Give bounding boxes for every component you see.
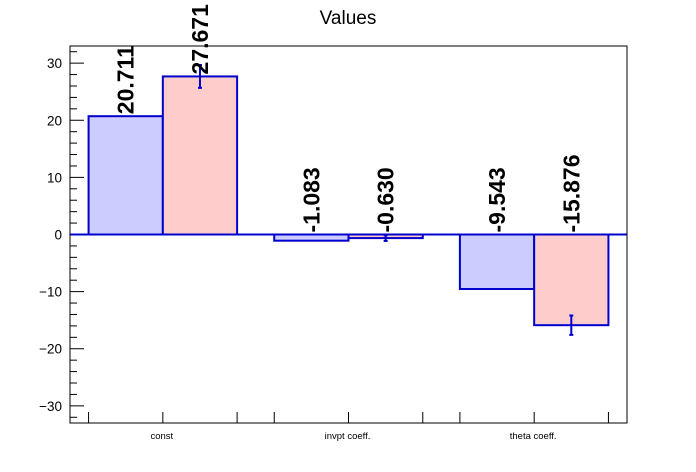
chart-title: Values: [320, 8, 377, 29]
data-label: -0.630: [373, 167, 399, 232]
y-tick-label: 30: [47, 56, 62, 71]
data-label: 27.671: [187, 4, 213, 75]
bar-const-s2: [161, 75, 239, 236]
x-axis: const invpt coeff. theta coeff.: [88, 412, 609, 442]
y-axis: −30 −20 −10 0 10 20 30: [39, 51, 84, 418]
y-tick-label: 0: [54, 228, 62, 243]
data-label: -9.543: [484, 167, 510, 232]
bar-theta-coeff--s2: [533, 233, 610, 327]
x-category-label: invpt coeff.: [325, 431, 371, 442]
bar-theta-coeff--s1: [458, 233, 536, 291]
y-tick-label: −20: [39, 342, 62, 357]
plot-frame: [69, 45, 628, 424]
data-label: 20.711: [113, 45, 139, 114]
bar-const-s1: [87, 115, 164, 236]
bars-group: [70, 64, 627, 336]
x-category-label: const: [150, 431, 173, 442]
data-labels-group: 20.711 -1.083 -9.543 27.671 -0.630 -15.876: [113, 4, 585, 233]
y-tick-label: −30: [39, 399, 62, 414]
data-label: -1.083: [298, 167, 324, 232]
y-tick-label: 10: [47, 170, 62, 185]
data-label: -15.876: [558, 154, 584, 232]
x-category-label: theta coeff.: [510, 431, 557, 442]
y-tick-label: −10: [39, 285, 62, 300]
y-tick-label: 20: [47, 113, 62, 128]
